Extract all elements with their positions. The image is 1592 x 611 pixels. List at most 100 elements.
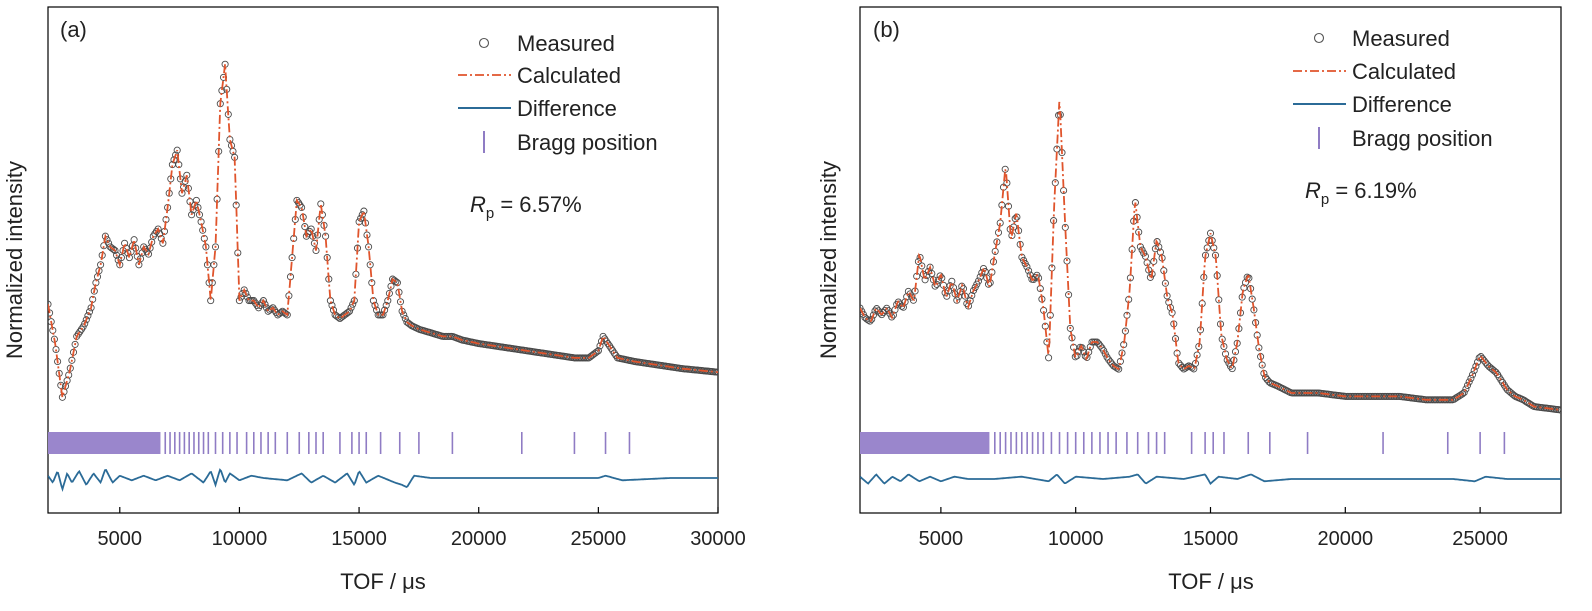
measured-point xyxy=(111,246,119,255)
measured-point xyxy=(714,368,718,376)
measured-point xyxy=(259,297,267,305)
measured-point xyxy=(866,317,874,325)
x-tick-label: 20000 xyxy=(1317,528,1373,550)
measured-point xyxy=(68,356,76,364)
bragg-marks-a xyxy=(48,432,631,454)
x-tick-label: 5000 xyxy=(98,528,143,550)
measured-point xyxy=(946,282,954,290)
legend-measured-b: Measured xyxy=(1352,26,1450,51)
measured-point xyxy=(604,340,612,348)
calculated-line-a xyxy=(48,64,718,398)
measured-point xyxy=(188,211,196,219)
measured-point xyxy=(210,261,218,269)
x-axis-label-b: TOF / μs xyxy=(1168,569,1254,594)
measured-point xyxy=(344,308,352,317)
legend-b: Measured Calculated Difference Bragg pos… xyxy=(1293,26,1493,151)
measured-point xyxy=(921,276,929,284)
measured-point xyxy=(964,302,973,310)
measured-point xyxy=(881,306,889,314)
x-tick-label: 25000 xyxy=(1452,528,1508,550)
measured-point xyxy=(1113,364,1121,372)
measured-point xyxy=(105,239,113,247)
measured-point xyxy=(1166,303,1174,312)
calculated-line-b xyxy=(860,101,1561,411)
measured-point xyxy=(1468,371,1477,379)
measured-point xyxy=(1472,362,1480,370)
measured-point xyxy=(1080,348,1088,356)
x-tick-label: 5000 xyxy=(919,528,964,550)
rp-value-b: = 6.19% xyxy=(1329,178,1416,203)
measured-point xyxy=(1085,348,1093,356)
measured-point xyxy=(170,156,178,164)
measured-point xyxy=(310,239,318,247)
measured-point xyxy=(1248,295,1256,303)
measured-point xyxy=(82,316,90,324)
legend-calculated-a: Calculated xyxy=(517,63,621,88)
measured-point xyxy=(899,303,907,311)
measured-point xyxy=(1467,374,1475,382)
x-ticks-a: 5000 10000 15000 20000 25000 30000 xyxy=(98,507,746,550)
measured-point xyxy=(396,298,405,306)
measured-point xyxy=(77,325,86,333)
measured-point xyxy=(901,298,909,306)
measured-point xyxy=(936,272,944,280)
legend-a: Measured Calculated Difference Bragg pos… xyxy=(458,31,658,155)
measured-point xyxy=(269,304,277,312)
measured-point xyxy=(1529,402,1537,410)
measured-point xyxy=(242,289,250,297)
legend-bragg-a: Bragg position xyxy=(517,130,658,155)
measured-point xyxy=(345,307,354,315)
measured-point xyxy=(1031,273,1039,281)
measured-point xyxy=(349,300,357,308)
measured-point xyxy=(888,313,896,321)
measured-point xyxy=(1258,361,1266,369)
measured-point xyxy=(1066,324,1074,332)
measured-point xyxy=(869,311,877,319)
measured-point xyxy=(1115,365,1123,373)
measured-point xyxy=(974,277,983,285)
measured-point xyxy=(103,236,111,244)
measured-point xyxy=(978,269,986,277)
measured-point xyxy=(1470,366,1478,375)
measured-point xyxy=(1023,263,1031,271)
measured-point xyxy=(1161,279,1169,287)
measured-point xyxy=(282,310,290,318)
measured-point xyxy=(366,261,374,269)
measured-point xyxy=(401,314,409,323)
panel-label-a: (a) xyxy=(60,17,87,42)
measured-point xyxy=(596,342,604,350)
measured-point xyxy=(1492,368,1500,376)
rp-sub-b: p xyxy=(1321,191,1329,208)
measured-point xyxy=(966,297,974,305)
y-axis-label-a: Normalized intensity xyxy=(2,161,27,359)
x-ticks-b: 5000 10000 15000 20000 25000 xyxy=(919,507,1508,550)
measured-point xyxy=(109,245,117,253)
legend-calculated-b: Calculated xyxy=(1352,59,1456,84)
measured-points-a xyxy=(48,60,718,401)
measured-point xyxy=(891,306,899,314)
x-tick-label: 15000 xyxy=(1183,528,1239,550)
rp-value-a: = 6.57% xyxy=(494,192,581,217)
bragg-dense-band xyxy=(860,432,990,454)
measured-point xyxy=(1206,229,1215,237)
measured-point xyxy=(1121,327,1129,335)
measured-point xyxy=(1025,267,1033,275)
x-tick-label: 30000 xyxy=(690,528,746,550)
legend-measured-marker-b xyxy=(1313,32,1325,44)
measured-point xyxy=(173,146,181,154)
measured-point xyxy=(358,211,366,219)
rp-symbol-a: R xyxy=(470,192,486,217)
panel-a: (a) TOF / μs Normalized intensity 5000 10… xyxy=(2,6,746,594)
plot-frame-a xyxy=(47,6,719,514)
measured-points-b xyxy=(860,111,1561,414)
panel-label-b: (b) xyxy=(873,17,900,42)
measured-point xyxy=(288,254,296,262)
measured-point xyxy=(1473,358,1482,366)
rp-symbol-b: R xyxy=(1305,178,1321,203)
measured-point xyxy=(1463,381,1472,389)
measured-point xyxy=(379,311,387,319)
measured-point xyxy=(1226,362,1235,370)
measured-point xyxy=(1458,390,1467,398)
measured-point xyxy=(868,315,876,323)
